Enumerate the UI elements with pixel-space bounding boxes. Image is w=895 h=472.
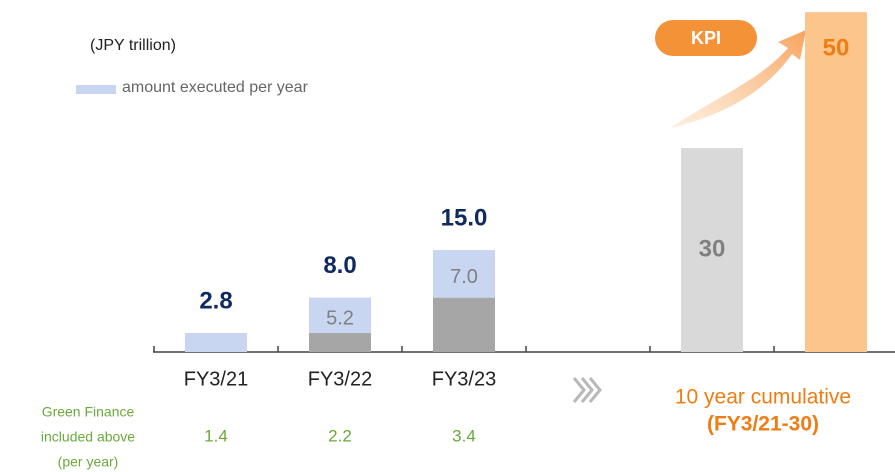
cumulative-group-label: (FY3/21-30) bbox=[707, 413, 819, 436]
legend-label: amount executed per year bbox=[122, 79, 309, 96]
x-tick-label: FY3/21 bbox=[184, 368, 248, 390]
x-tick-label: FY3/22 bbox=[308, 368, 372, 390]
total-label: 15.0 bbox=[441, 204, 488, 231]
cumulative-label: 50 bbox=[823, 35, 850, 62]
total-label: 2.8 bbox=[199, 287, 232, 314]
green-finance-label: (per year) bbox=[58, 454, 119, 470]
cumulative-label: 30 bbox=[699, 235, 726, 262]
cumulative-bar bbox=[805, 12, 867, 352]
green-finance-value: 3.4 bbox=[452, 426, 476, 445]
bar-segment bbox=[185, 332, 247, 352]
chevrons bbox=[572, 377, 602, 403]
x-tick-label: FY3/23 bbox=[432, 368, 496, 390]
green-finance-value: 2.2 bbox=[328, 426, 352, 445]
kpi-arrow bbox=[670, 30, 806, 128]
kpi-badge bbox=[655, 20, 757, 56]
kpi-text: KPI bbox=[691, 28, 721, 48]
axis-ticks bbox=[153, 346, 775, 352]
green-finance-label: included above bbox=[41, 429, 135, 445]
segment-label: 7.0 bbox=[450, 266, 478, 288]
segment-label: 5.2 bbox=[326, 308, 354, 330]
bar-segment bbox=[309, 297, 371, 333]
cumulative-bar bbox=[681, 148, 743, 352]
cumulative-group-label: 10 year cumulative bbox=[675, 386, 851, 409]
total-label: 8.0 bbox=[323, 252, 356, 279]
legend-swatch bbox=[76, 85, 116, 94]
bar-segment bbox=[433, 250, 495, 298]
bar-segment bbox=[433, 297, 495, 352]
bar-segment bbox=[309, 332, 371, 352]
unit-label: (JPY trillion) bbox=[90, 37, 176, 54]
green-finance-label: Green Finance bbox=[42, 404, 135, 420]
green-finance-value: 1.4 bbox=[204, 426, 228, 445]
